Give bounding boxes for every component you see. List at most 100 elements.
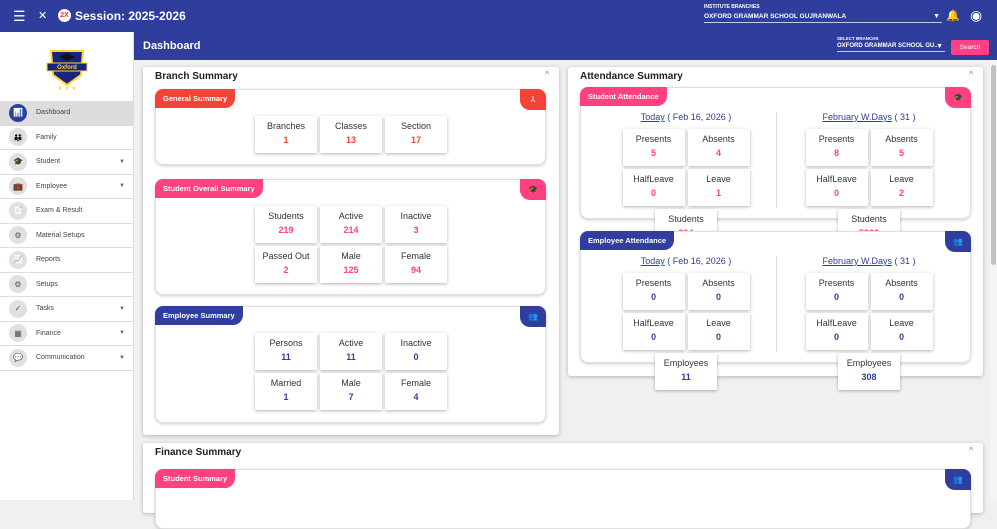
stats-grid: Presents 0 Absents 0 HalfLeave 0 Leave 0 Employe…	[784, 273, 954, 390]
stat-value: 214	[343, 225, 359, 235]
sidebar-item-label: Employee	[36, 182, 68, 190]
sidebar-item-setups[interactable]: ⚙ Setups	[0, 273, 134, 297]
collapse-icon[interactable]: ^	[969, 446, 973, 455]
stats-grid: Presents 0 Absents 0 HalfLeave 0 Leave 0 Employe…	[601, 273, 771, 390]
collapse-icon[interactable]: ^	[545, 70, 549, 79]
speed-badge[interactable]: 2X	[58, 9, 71, 22]
stat-label: Absents	[702, 278, 735, 288]
card-title: Attendance Summary	[580, 71, 683, 82]
stat-label: Absents	[885, 134, 918, 144]
branch-summary-card: Branch Summary ^ General Summary ⅄ Branc…	[143, 67, 559, 435]
sidebar-item-label: Tasks	[36, 305, 54, 313]
stat-box: Persons 11	[255, 333, 317, 370]
stat-label: Active	[338, 338, 364, 348]
sidebar-item-label: Finance	[36, 329, 61, 337]
sidebar-item-icon: 🎓	[9, 152, 27, 171]
stat-value: 8	[833, 148, 839, 158]
stat-box: Active 214	[320, 206, 382, 243]
attendance-period: Today ( Feb 16, 2026 ) Presents 5 Absents 4 H…	[601, 112, 771, 246]
top-bar: ☰ ✕ 2X Session: 2025-2026 INSTITUTE BRAN…	[0, 0, 997, 32]
page-scrollbar[interactable]	[990, 60, 997, 500]
sidebar-item-exam-result[interactable]: 📄 Exam & Result	[0, 199, 134, 224]
sidebar-item-dashboard[interactable]: 📊 Dashboard	[0, 101, 134, 126]
period-link[interactable]: February W.Days	[822, 256, 892, 266]
stat-box: Leave 0	[870, 313, 933, 350]
scrollbar-thumb[interactable]	[991, 65, 996, 265]
stat-value: 0	[898, 332, 904, 342]
unpin-icon[interactable]: ✕	[38, 10, 48, 22]
finance-summary-card: Finance Summary ^ Student Summary 👥	[143, 443, 983, 529]
branches-icon: ⅄	[520, 89, 546, 110]
stat-box: Married 1	[255, 373, 317, 410]
student-attendance-panel: Student Attendance 🎓 Today ( Feb 16, 202…	[580, 87, 971, 246]
stat-value: 94	[410, 265, 421, 275]
stat-box: HalfLeave 0	[622, 169, 685, 206]
bell-icon[interactable]: 🔔	[946, 10, 960, 22]
institute-branch-select[interactable]: INSTITUTE BRANCHES OXFORD GRAMMAR SCHOOL…	[704, 4, 942, 23]
sidebar-item-family[interactable]: 👪 Family	[0, 126, 134, 150]
stat-value: 125	[343, 265, 359, 275]
stat-box: Inactive 3	[385, 206, 447, 243]
stat-value: 1	[715, 188, 721, 198]
svg-text:★ ★ ★: ★ ★ ★	[57, 85, 76, 92]
period-detail: ( 31 )	[892, 112, 916, 122]
stat-label: Female	[400, 378, 431, 388]
search-button[interactable]: Search	[951, 40, 989, 55]
attendance-period: February W.Days ( 31 ) Presents 0 Absents 0 H…	[784, 256, 954, 390]
stat-value: 0	[715, 332, 721, 342]
chevron-down-icon: ▼	[119, 354, 125, 361]
card-title: Finance Summary	[155, 447, 242, 458]
panel-tag: General Summary	[155, 89, 236, 108]
stat-label: Active	[338, 211, 364, 221]
stat-label: Absents	[702, 134, 735, 144]
stat-label: HalfLeave	[633, 318, 674, 328]
stat-value: 0	[833, 332, 839, 342]
stat-label: Students	[268, 211, 304, 221]
stat-box: Branches 1	[255, 116, 317, 153]
attendance-period: Today ( Feb 16, 2026 ) Presents 0 Absents 0 H…	[601, 256, 771, 390]
sidebar-item-student[interactable]: 🎓 Student ▼	[0, 150, 134, 175]
sidebar-item-label: Student	[36, 158, 61, 166]
period-detail: ( 31 )	[892, 256, 916, 266]
account-icon[interactable]: ◉	[970, 7, 983, 23]
sidebar-item-employee[interactable]: 💼 Employee ▼	[0, 175, 134, 199]
chevron-down-icon: ▼	[119, 158, 125, 165]
sidebar-item-label: Setups	[36, 280, 58, 288]
sidebar-item-reports[interactable]: 📈 Reports	[0, 248, 134, 273]
sidebar-item-label: Reports	[36, 256, 61, 264]
session-label: Session: 2025-2026	[75, 9, 186, 23]
attendance-period: February W.Days ( 31 ) Presents 8 Absents 5 H…	[784, 112, 954, 246]
period-heading: Today ( Feb 16, 2026 )	[601, 112, 771, 122]
stat-box: HalfLeave 0	[622, 313, 685, 350]
stat-value: 308	[861, 372, 877, 382]
stat-label: Section	[400, 121, 432, 131]
menu-icon[interactable]: ☰	[13, 8, 26, 24]
svg-text:Oxford: Oxford	[57, 65, 77, 71]
sidebar-item-finance[interactable]: ▦ Finance ▼	[0, 322, 134, 346]
page-title: Dashboard	[143, 40, 201, 52]
stat-value: 7	[348, 392, 354, 402]
stat-value: 0	[833, 188, 839, 198]
stat-box: Employees 308	[838, 353, 900, 390]
select-branch-label: SELECT BRANCHS	[837, 36, 879, 41]
period-link[interactable]: February W.Days	[822, 112, 892, 122]
sidebar-item-icon: ⚙	[9, 226, 27, 245]
stat-label: Presents	[818, 134, 855, 144]
stat-label: HalfLeave	[633, 174, 674, 184]
panel-tag: Employee Attendance	[580, 231, 675, 250]
collapse-icon[interactable]: ^	[969, 70, 973, 79]
stat-box: Passed Out 2	[255, 246, 317, 283]
chevron-down-icon: ▼	[119, 305, 125, 312]
stats-grid: Students 219 Active 214 Inactive 3 Passed Out 2…	[252, 206, 450, 283]
stat-box: HalfLeave 0	[805, 313, 868, 350]
select-branch-dropdown[interactable]: SELECT BRANCHS OXFORD GRAMMAR SCHOOL GU.…	[837, 36, 945, 52]
graduation-cap-icon: 🎓	[945, 87, 971, 108]
period-link[interactable]: Today	[640, 256, 665, 266]
stat-value: 5	[898, 148, 904, 158]
sidebar-item-tasks[interactable]: ✓ Tasks ▼	[0, 297, 134, 322]
sidebar-item-communication[interactable]: 💬 Communication ▼	[0, 346, 134, 371]
dropdown-caret-icon: ▼	[936, 43, 943, 50]
period-link[interactable]: Today	[640, 112, 665, 122]
sidebar-item-material-setups[interactable]: ⚙ Material Setups	[0, 224, 134, 248]
employee-summary-panel: Employee Summary 👥 Persons 11 Active 11 Inac…	[155, 306, 546, 423]
